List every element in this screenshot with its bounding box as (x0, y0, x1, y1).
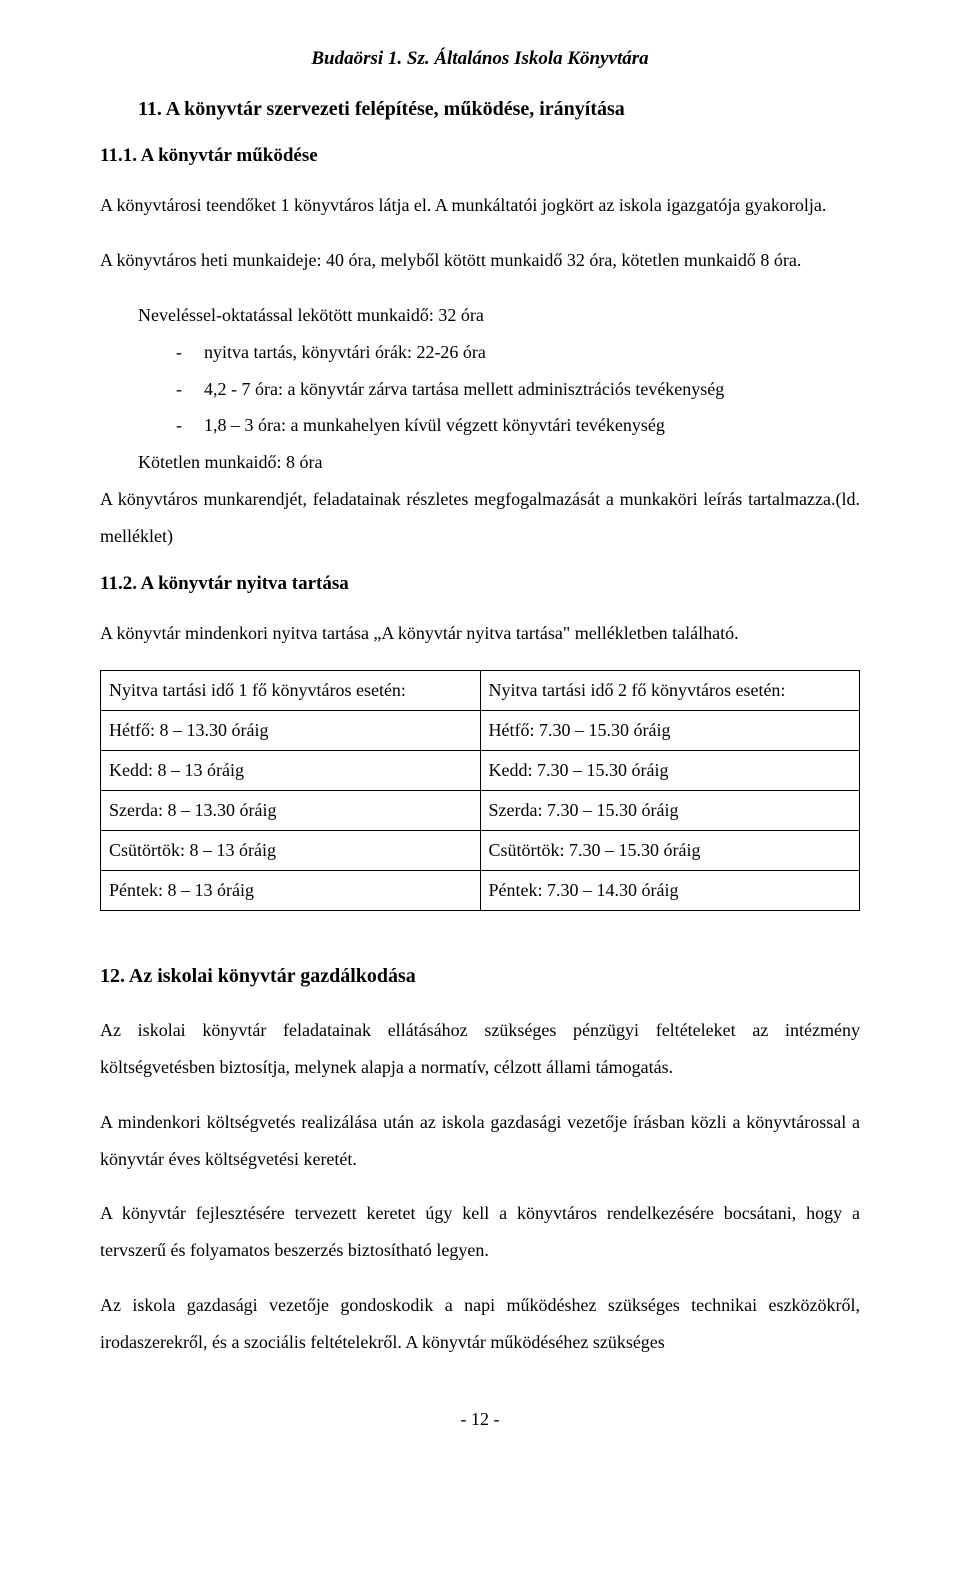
table-cell: Péntek: 8 – 13 óráig (101, 870, 481, 910)
paragraph: A könyvtárosi teendőket 1 könyvtáros lát… (100, 187, 860, 224)
table-row: Nyitva tartási idő 1 fő könyvtáros eseté… (101, 670, 860, 710)
paragraph: Az iskolai könyvtár feladatainak ellátás… (100, 1012, 860, 1086)
paragraph: A könyvtáros munkarendjét, feladatainak … (100, 481, 860, 555)
table-row: Csütörtök: 8 – 13 óráig Csütörtök: 7.30 … (101, 830, 860, 870)
table-cell: Nyitva tartási idő 2 fő könyvtáros eseté… (480, 670, 860, 710)
table-row: Péntek: 8 – 13 óráig Péntek: 7.30 – 14.3… (101, 870, 860, 910)
list-lead: Neveléssel-oktatással lekötött munkaidő:… (138, 297, 860, 334)
table-cell: Szerda: 7.30 – 15.30 óráig (480, 790, 860, 830)
table-cell: Péntek: 7.30 – 14.30 óráig (480, 870, 860, 910)
document-page: Budaörsi 1. Sz. Általános Iskola Könyvtá… (0, 0, 960, 1470)
list-item: - 1,8 – 3 óra: a munkahelyen kívül végze… (176, 407, 860, 444)
table-cell: Hétfő: 8 – 13.30 óráig (101, 710, 481, 750)
list-item: - nyitva tartás, könyvtári órák: 22-26 ó… (176, 334, 860, 371)
table-cell: Kedd: 8 – 13 óráig (101, 750, 481, 790)
list-item-text: 1,8 – 3 óra: a munkahelyen kívül végzett… (204, 407, 665, 444)
table-cell: Szerda: 8 – 13.30 óráig (101, 790, 481, 830)
table-row: Hétfő: 8 – 13.30 óráig Hétfő: 7.30 – 15.… (101, 710, 860, 750)
paragraph: A mindenkori költségvetés realizálása ut… (100, 1104, 860, 1178)
table-cell: Kedd: 7.30 – 15.30 óráig (480, 750, 860, 790)
table-row: Szerda: 8 – 13.30 óráig Szerda: 7.30 – 1… (101, 790, 860, 830)
table-cell: Csütörtök: 8 – 13 óráig (101, 830, 481, 870)
paragraph: Az iskola gazdasági vezetője gondoskodik… (100, 1287, 860, 1361)
list-item: - 4,2 - 7 óra: a könyvtár zárva tartása … (176, 371, 860, 408)
list-tail: Kötetlen munkaidő: 8 óra (138, 444, 860, 481)
dash-icon: - (176, 334, 204, 371)
section-11-title: 11. A könyvtár szervezeti felépítése, mű… (138, 98, 860, 121)
table-cell: Hétfő: 7.30 – 15.30 óráig (480, 710, 860, 750)
page-header: Budaörsi 1. Sz. Általános Iskola Könyvtá… (100, 48, 860, 70)
list-item-text: nyitva tartás, könyvtári órák: 22-26 óra (204, 334, 486, 371)
opening-hours-table: Nyitva tartási idő 1 fő könyvtáros eseté… (100, 670, 860, 911)
paragraph: A könyvtáros heti munkaideje: 40 óra, me… (100, 242, 860, 279)
page-number: - 12 - (100, 1409, 860, 1430)
list-item-text: 4,2 - 7 óra: a könyvtár zárva tartása me… (204, 371, 724, 408)
table-cell: Csütörtök: 7.30 – 15.30 óráig (480, 830, 860, 870)
section-11-2-title: 11.2. A könyvtár nyitva tartása (100, 573, 860, 595)
section-12-title: 12. Az iskolai könyvtár gazdálkodása (100, 965, 860, 988)
table-row: Kedd: 8 – 13 óráig Kedd: 7.30 – 15.30 ór… (101, 750, 860, 790)
dash-icon: - (176, 407, 204, 444)
dash-icon: - (176, 371, 204, 408)
table-cell: Nyitva tartási idő 1 fő könyvtáros eseté… (101, 670, 481, 710)
bullet-list: Neveléssel-oktatással lekötött munkaidő:… (100, 297, 860, 481)
section-11-1-title: 11.1. A könyvtár működése (100, 145, 860, 167)
paragraph: A könyvtár fejlesztésére tervezett keret… (100, 1195, 860, 1269)
paragraph: A könyvtár mindenkori nyitva tartása „A … (100, 615, 860, 652)
